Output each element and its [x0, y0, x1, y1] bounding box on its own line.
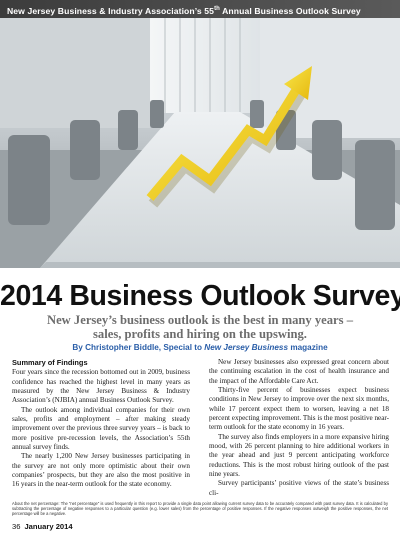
- byline-magazine: New Jersey Business: [204, 343, 289, 352]
- body-paragraph: The nearly 1,200 New Jersey businesses p…: [12, 452, 190, 489]
- body-paragraph: Four years since the recession bottomed …: [12, 368, 190, 405]
- left-column: Summary of Findings Four years since the…: [12, 358, 190, 490]
- banner-text: New Jersey Business & Industry Associati…: [7, 5, 215, 16]
- issue-date: January 2014: [24, 522, 73, 531]
- section-heading: Summary of Findings: [12, 358, 88, 367]
- article-title: 2014 Business Outlook Survey: [0, 280, 400, 312]
- body-paragraph: Survey participants’ positive views of t…: [209, 479, 389, 497]
- boardroom-illustration: [0, 18, 400, 268]
- byline-author: By Christopher Biddle, Special to: [72, 343, 205, 352]
- body-paragraph: The survey also finds employers in a mor…: [209, 432, 389, 479]
- net-percentage-footnote: About the net percentage: The “net perce…: [12, 501, 388, 517]
- banner-text-end: Annual Business Outlook Survey: [219, 5, 361, 16]
- byline-suffix: magazine: [288, 343, 328, 352]
- page-folio: 36 January 2014: [12, 522, 73, 531]
- body-paragraph: The outlook among individual companies f…: [12, 405, 190, 452]
- survey-banner: New Jersey Business & Industry Associati…: [0, 0, 400, 18]
- page-number: 36: [12, 522, 21, 531]
- article-subtitle: New Jersey’s business outlook is the bes…: [47, 313, 353, 341]
- body-paragraph: New Jersey businesses also expressed gre…: [209, 358, 389, 385]
- byline: By Christopher Biddle, Special to New Je…: [0, 343, 400, 352]
- banner-ordinal-suffix: th: [214, 6, 220, 12]
- rising-arrow-icon: [146, 66, 312, 208]
- right-column: New Jersey businesses also expressed gre…: [209, 358, 389, 498]
- body-paragraph: Thirty-five percent of businesses expect…: [209, 386, 389, 432]
- hero-photo: [0, 0, 400, 268]
